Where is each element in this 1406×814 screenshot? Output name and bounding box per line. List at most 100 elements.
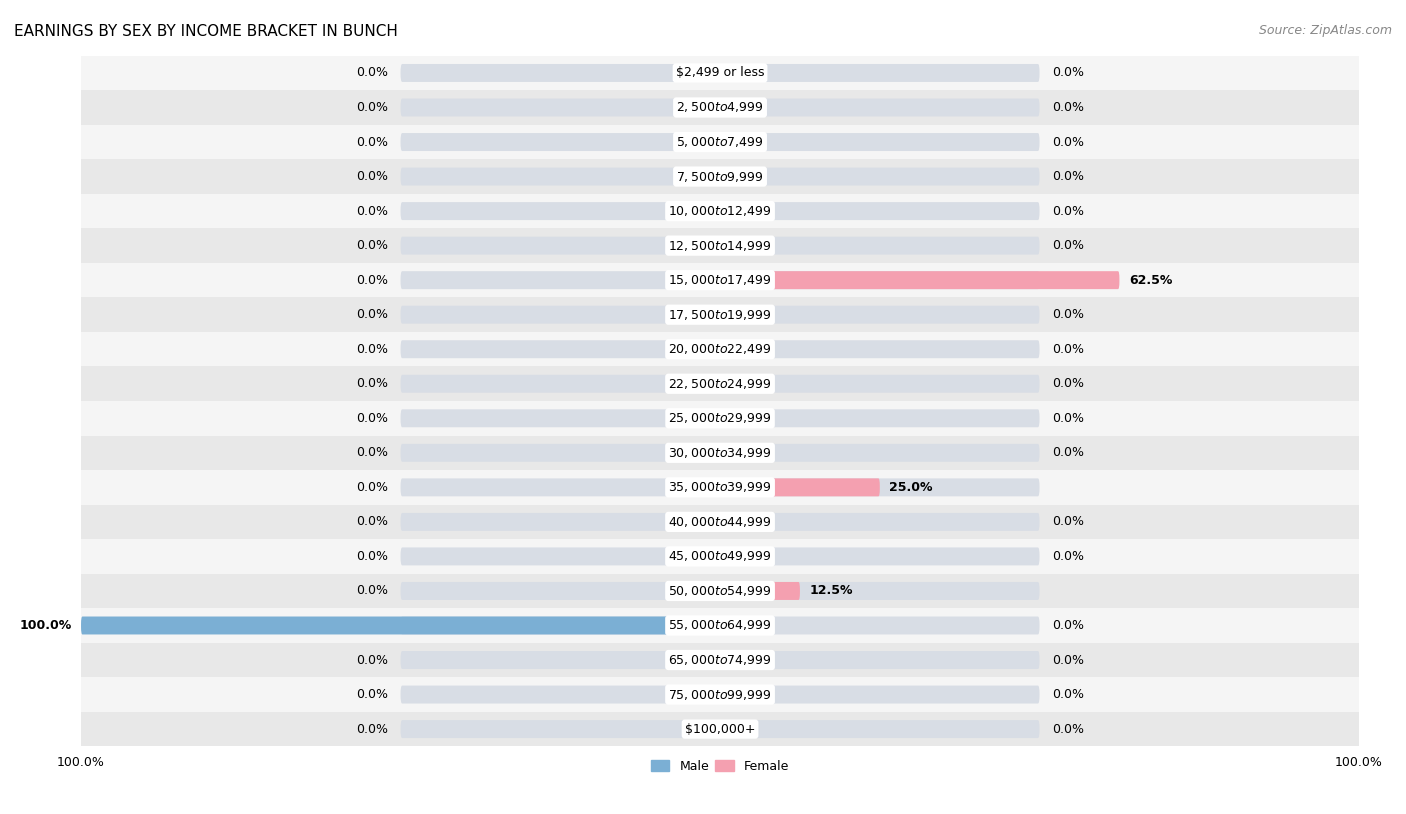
Text: 0.0%: 0.0%	[356, 688, 388, 701]
FancyBboxPatch shape	[401, 582, 1039, 600]
FancyBboxPatch shape	[401, 64, 1039, 82]
Text: 0.0%: 0.0%	[1052, 343, 1084, 356]
FancyBboxPatch shape	[401, 133, 1039, 151]
Bar	[82, 55, 1360, 90]
Bar	[82, 194, 1360, 229]
Bar	[82, 297, 1360, 332]
Bar	[82, 435, 1360, 470]
Bar	[82, 90, 1360, 125]
Text: 0.0%: 0.0%	[1052, 654, 1084, 667]
Text: $45,000 to $49,999: $45,000 to $49,999	[668, 549, 772, 563]
Text: 0.0%: 0.0%	[1052, 67, 1084, 80]
Text: $40,000 to $44,999: $40,000 to $44,999	[668, 515, 772, 529]
Text: 100.0%: 100.0%	[20, 619, 72, 632]
Text: 0.0%: 0.0%	[356, 309, 388, 322]
FancyBboxPatch shape	[401, 616, 1039, 634]
FancyBboxPatch shape	[401, 685, 1039, 703]
Text: 0.0%: 0.0%	[356, 446, 388, 459]
Text: $17,500 to $19,999: $17,500 to $19,999	[668, 308, 772, 322]
Text: 0.0%: 0.0%	[356, 723, 388, 736]
Bar	[82, 505, 1360, 539]
Text: 0.0%: 0.0%	[1052, 101, 1084, 114]
Text: $20,000 to $22,499: $20,000 to $22,499	[668, 342, 772, 357]
Text: 0.0%: 0.0%	[1052, 309, 1084, 322]
Text: 0.0%: 0.0%	[1052, 136, 1084, 148]
Legend: Male, Female: Male, Female	[645, 755, 794, 778]
Text: 0.0%: 0.0%	[356, 274, 388, 287]
Text: Source: ZipAtlas.com: Source: ZipAtlas.com	[1258, 24, 1392, 37]
Text: 0.0%: 0.0%	[356, 67, 388, 80]
Text: 0.0%: 0.0%	[356, 515, 388, 528]
Bar	[82, 229, 1360, 263]
Text: 0.0%: 0.0%	[1052, 204, 1084, 217]
Bar	[82, 711, 1360, 746]
Text: $35,000 to $39,999: $35,000 to $39,999	[668, 480, 772, 494]
FancyBboxPatch shape	[401, 237, 1039, 255]
Text: 0.0%: 0.0%	[1052, 377, 1084, 390]
Bar	[82, 608, 1360, 643]
Text: 0.0%: 0.0%	[356, 377, 388, 390]
Bar	[82, 470, 1360, 505]
Text: 0.0%: 0.0%	[1052, 723, 1084, 736]
FancyBboxPatch shape	[401, 444, 1039, 462]
Text: $22,500 to $24,999: $22,500 to $24,999	[668, 377, 772, 391]
Text: $15,000 to $17,499: $15,000 to $17,499	[668, 274, 772, 287]
FancyBboxPatch shape	[720, 271, 1119, 289]
Bar	[82, 332, 1360, 366]
Bar	[82, 643, 1360, 677]
FancyBboxPatch shape	[401, 479, 1039, 497]
Text: 0.0%: 0.0%	[356, 343, 388, 356]
FancyBboxPatch shape	[401, 651, 1039, 669]
Text: $5,000 to $7,499: $5,000 to $7,499	[676, 135, 763, 149]
FancyBboxPatch shape	[720, 479, 880, 497]
Text: 0.0%: 0.0%	[356, 550, 388, 563]
Bar	[82, 401, 1360, 435]
Text: 0.0%: 0.0%	[1052, 239, 1084, 252]
Text: EARNINGS BY SEX BY INCOME BRACKET IN BUNCH: EARNINGS BY SEX BY INCOME BRACKET IN BUN…	[14, 24, 398, 39]
Text: $75,000 to $99,999: $75,000 to $99,999	[668, 688, 772, 702]
FancyBboxPatch shape	[401, 306, 1039, 324]
FancyBboxPatch shape	[401, 168, 1039, 186]
Text: 0.0%: 0.0%	[1052, 412, 1084, 425]
Bar	[82, 539, 1360, 574]
Text: $2,500 to $4,999: $2,500 to $4,999	[676, 100, 763, 115]
Text: 0.0%: 0.0%	[1052, 170, 1084, 183]
Text: $7,500 to $9,999: $7,500 to $9,999	[676, 169, 763, 184]
Bar	[82, 125, 1360, 160]
Text: 62.5%: 62.5%	[1129, 274, 1173, 287]
Text: $30,000 to $34,999: $30,000 to $34,999	[668, 446, 772, 460]
Text: $12,500 to $14,999: $12,500 to $14,999	[668, 239, 772, 252]
FancyBboxPatch shape	[401, 202, 1039, 220]
Text: 0.0%: 0.0%	[1052, 619, 1084, 632]
Text: 0.0%: 0.0%	[356, 239, 388, 252]
Text: $100,000+: $100,000+	[685, 723, 755, 736]
Text: $2,499 or less: $2,499 or less	[676, 67, 765, 80]
FancyBboxPatch shape	[401, 340, 1039, 358]
FancyBboxPatch shape	[720, 582, 800, 600]
Text: 0.0%: 0.0%	[356, 204, 388, 217]
FancyBboxPatch shape	[401, 720, 1039, 738]
Text: 0.0%: 0.0%	[1052, 446, 1084, 459]
Text: 0.0%: 0.0%	[1052, 515, 1084, 528]
FancyBboxPatch shape	[401, 548, 1039, 566]
FancyBboxPatch shape	[401, 374, 1039, 392]
Text: 25.0%: 25.0%	[890, 481, 932, 494]
Text: 0.0%: 0.0%	[356, 170, 388, 183]
Bar	[82, 574, 1360, 608]
Text: $25,000 to $29,999: $25,000 to $29,999	[668, 411, 772, 425]
Text: 0.0%: 0.0%	[356, 584, 388, 597]
Text: 0.0%: 0.0%	[356, 481, 388, 494]
Bar	[82, 160, 1360, 194]
Text: 0.0%: 0.0%	[356, 654, 388, 667]
FancyBboxPatch shape	[401, 98, 1039, 116]
Text: $10,000 to $12,499: $10,000 to $12,499	[668, 204, 772, 218]
Text: 0.0%: 0.0%	[1052, 550, 1084, 563]
FancyBboxPatch shape	[401, 409, 1039, 427]
Text: 0.0%: 0.0%	[356, 136, 388, 148]
FancyBboxPatch shape	[401, 271, 1039, 289]
FancyBboxPatch shape	[82, 616, 720, 634]
Text: $65,000 to $74,999: $65,000 to $74,999	[668, 653, 772, 667]
Bar	[82, 677, 1360, 711]
Text: 0.0%: 0.0%	[356, 101, 388, 114]
Text: $55,000 to $64,999: $55,000 to $64,999	[668, 619, 772, 632]
